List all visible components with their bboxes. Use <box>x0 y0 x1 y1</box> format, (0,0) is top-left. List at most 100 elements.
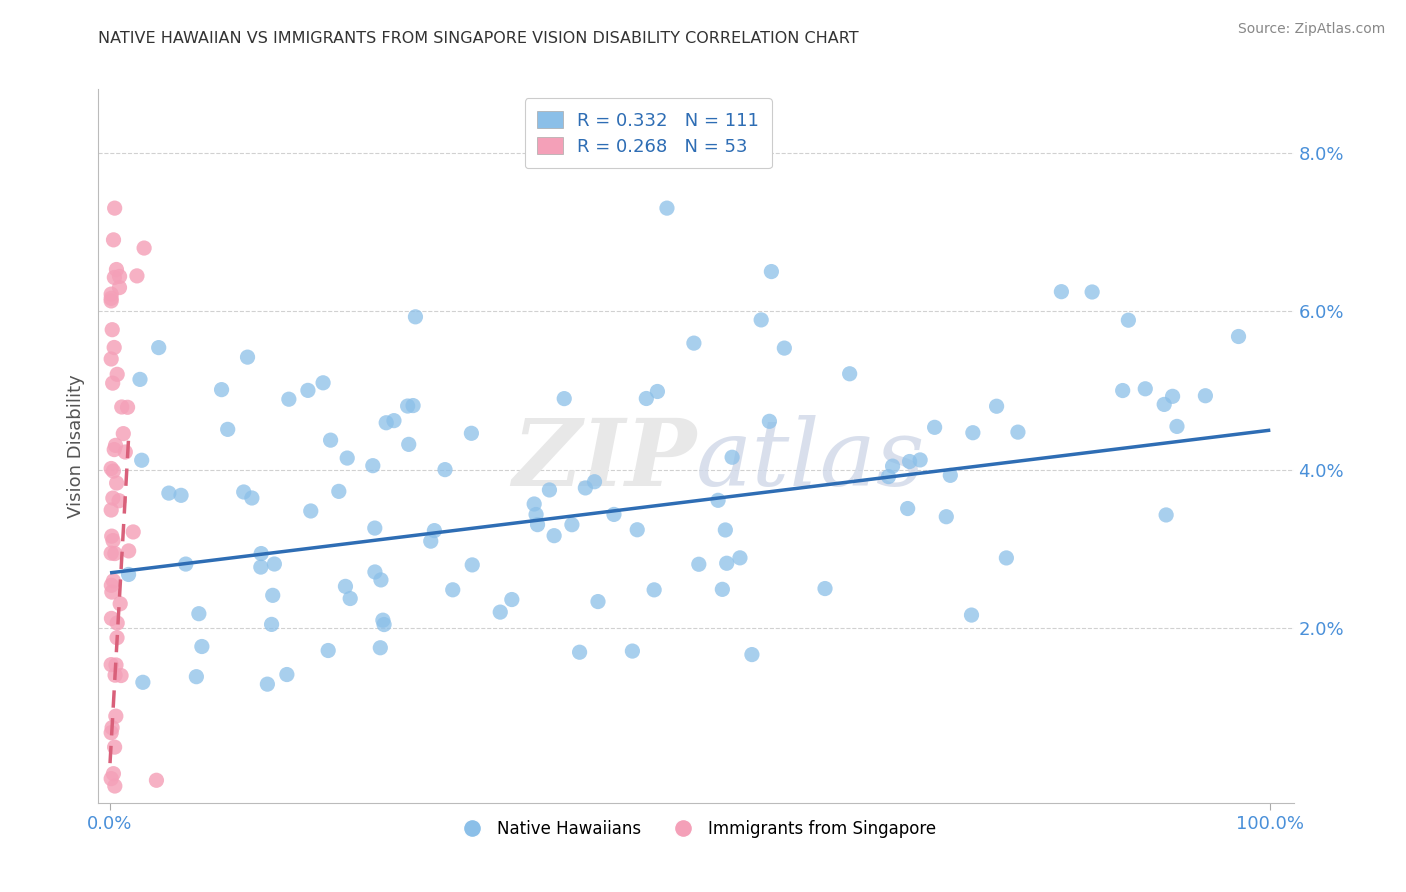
Point <box>276 667 298 681</box>
Point <box>461 558 484 572</box>
Point <box>1161 389 1184 403</box>
Point <box>647 384 669 399</box>
Point <box>553 392 575 406</box>
Point <box>157 486 180 500</box>
Point <box>174 557 197 571</box>
Point <box>103 341 125 355</box>
Point <box>986 399 1008 413</box>
Point <box>103 442 125 457</box>
Point <box>131 453 153 467</box>
Point <box>328 484 350 499</box>
Point <box>1118 313 1140 327</box>
Point <box>104 547 127 561</box>
Point <box>105 262 128 277</box>
Point <box>882 459 904 474</box>
Point <box>104 668 127 682</box>
Point <box>250 547 273 561</box>
Point <box>1050 285 1073 299</box>
Point <box>232 485 254 500</box>
Point <box>103 464 125 478</box>
Point <box>191 640 214 654</box>
Point <box>110 668 132 682</box>
Point <box>404 310 426 324</box>
Point <box>1227 329 1250 343</box>
Point <box>105 615 128 630</box>
Point <box>100 529 122 543</box>
Point <box>574 481 596 495</box>
Point <box>101 491 124 505</box>
Point <box>111 400 134 414</box>
Point <box>101 376 124 391</box>
Point <box>716 556 738 570</box>
Point <box>728 550 751 565</box>
Point <box>1166 419 1188 434</box>
Point <box>299 504 322 518</box>
Point <box>100 287 122 301</box>
Point <box>1007 425 1029 439</box>
Point <box>100 293 122 308</box>
Point <box>122 524 145 539</box>
Point <box>335 579 357 593</box>
Point <box>603 508 626 522</box>
Point <box>236 350 259 364</box>
Point <box>118 544 141 558</box>
Point <box>523 497 546 511</box>
Point <box>103 233 125 247</box>
Text: ZIP: ZIP <box>512 416 696 505</box>
Point <box>108 280 131 294</box>
Point <box>419 534 441 549</box>
Point <box>962 425 984 440</box>
Point <box>1194 389 1216 403</box>
Point <box>924 420 946 434</box>
Point <box>995 550 1018 565</box>
Point <box>711 582 734 597</box>
Point <box>100 611 122 625</box>
Point <box>240 491 263 505</box>
Point <box>583 475 606 489</box>
Y-axis label: Vision Disability: Vision Disability <box>66 374 84 518</box>
Point <box>186 670 208 684</box>
Point <box>217 422 239 436</box>
Point <box>103 270 125 285</box>
Point <box>939 468 962 483</box>
Point <box>402 399 425 413</box>
Point <box>100 578 122 592</box>
Point <box>501 592 523 607</box>
Point <box>100 291 122 305</box>
Point <box>877 469 900 483</box>
Point <box>145 773 167 788</box>
Point <box>312 376 335 390</box>
Point <box>375 416 398 430</box>
Point <box>838 367 860 381</box>
Point <box>643 582 665 597</box>
Point <box>336 451 359 466</box>
Point <box>263 557 285 571</box>
Point <box>262 588 284 602</box>
Point <box>100 657 122 672</box>
Point <box>1111 384 1133 398</box>
Point <box>773 341 796 355</box>
Point <box>100 772 122 786</box>
Point <box>621 644 644 658</box>
Point <box>105 476 128 491</box>
Point <box>586 594 609 608</box>
Point <box>423 524 446 538</box>
Point <box>104 438 127 452</box>
Point <box>489 605 512 619</box>
Point <box>104 709 127 723</box>
Point <box>277 392 299 407</box>
Point <box>256 677 278 691</box>
Point <box>707 493 730 508</box>
Point <box>100 546 122 560</box>
Point <box>125 268 148 283</box>
Point <box>636 392 658 406</box>
Point <box>538 483 561 497</box>
Point <box>1135 382 1157 396</box>
Point <box>361 458 384 473</box>
Point <box>129 372 152 386</box>
Point <box>368 640 391 655</box>
Point <box>316 643 339 657</box>
Point <box>148 341 170 355</box>
Point <box>441 582 464 597</box>
Point <box>1154 508 1177 522</box>
